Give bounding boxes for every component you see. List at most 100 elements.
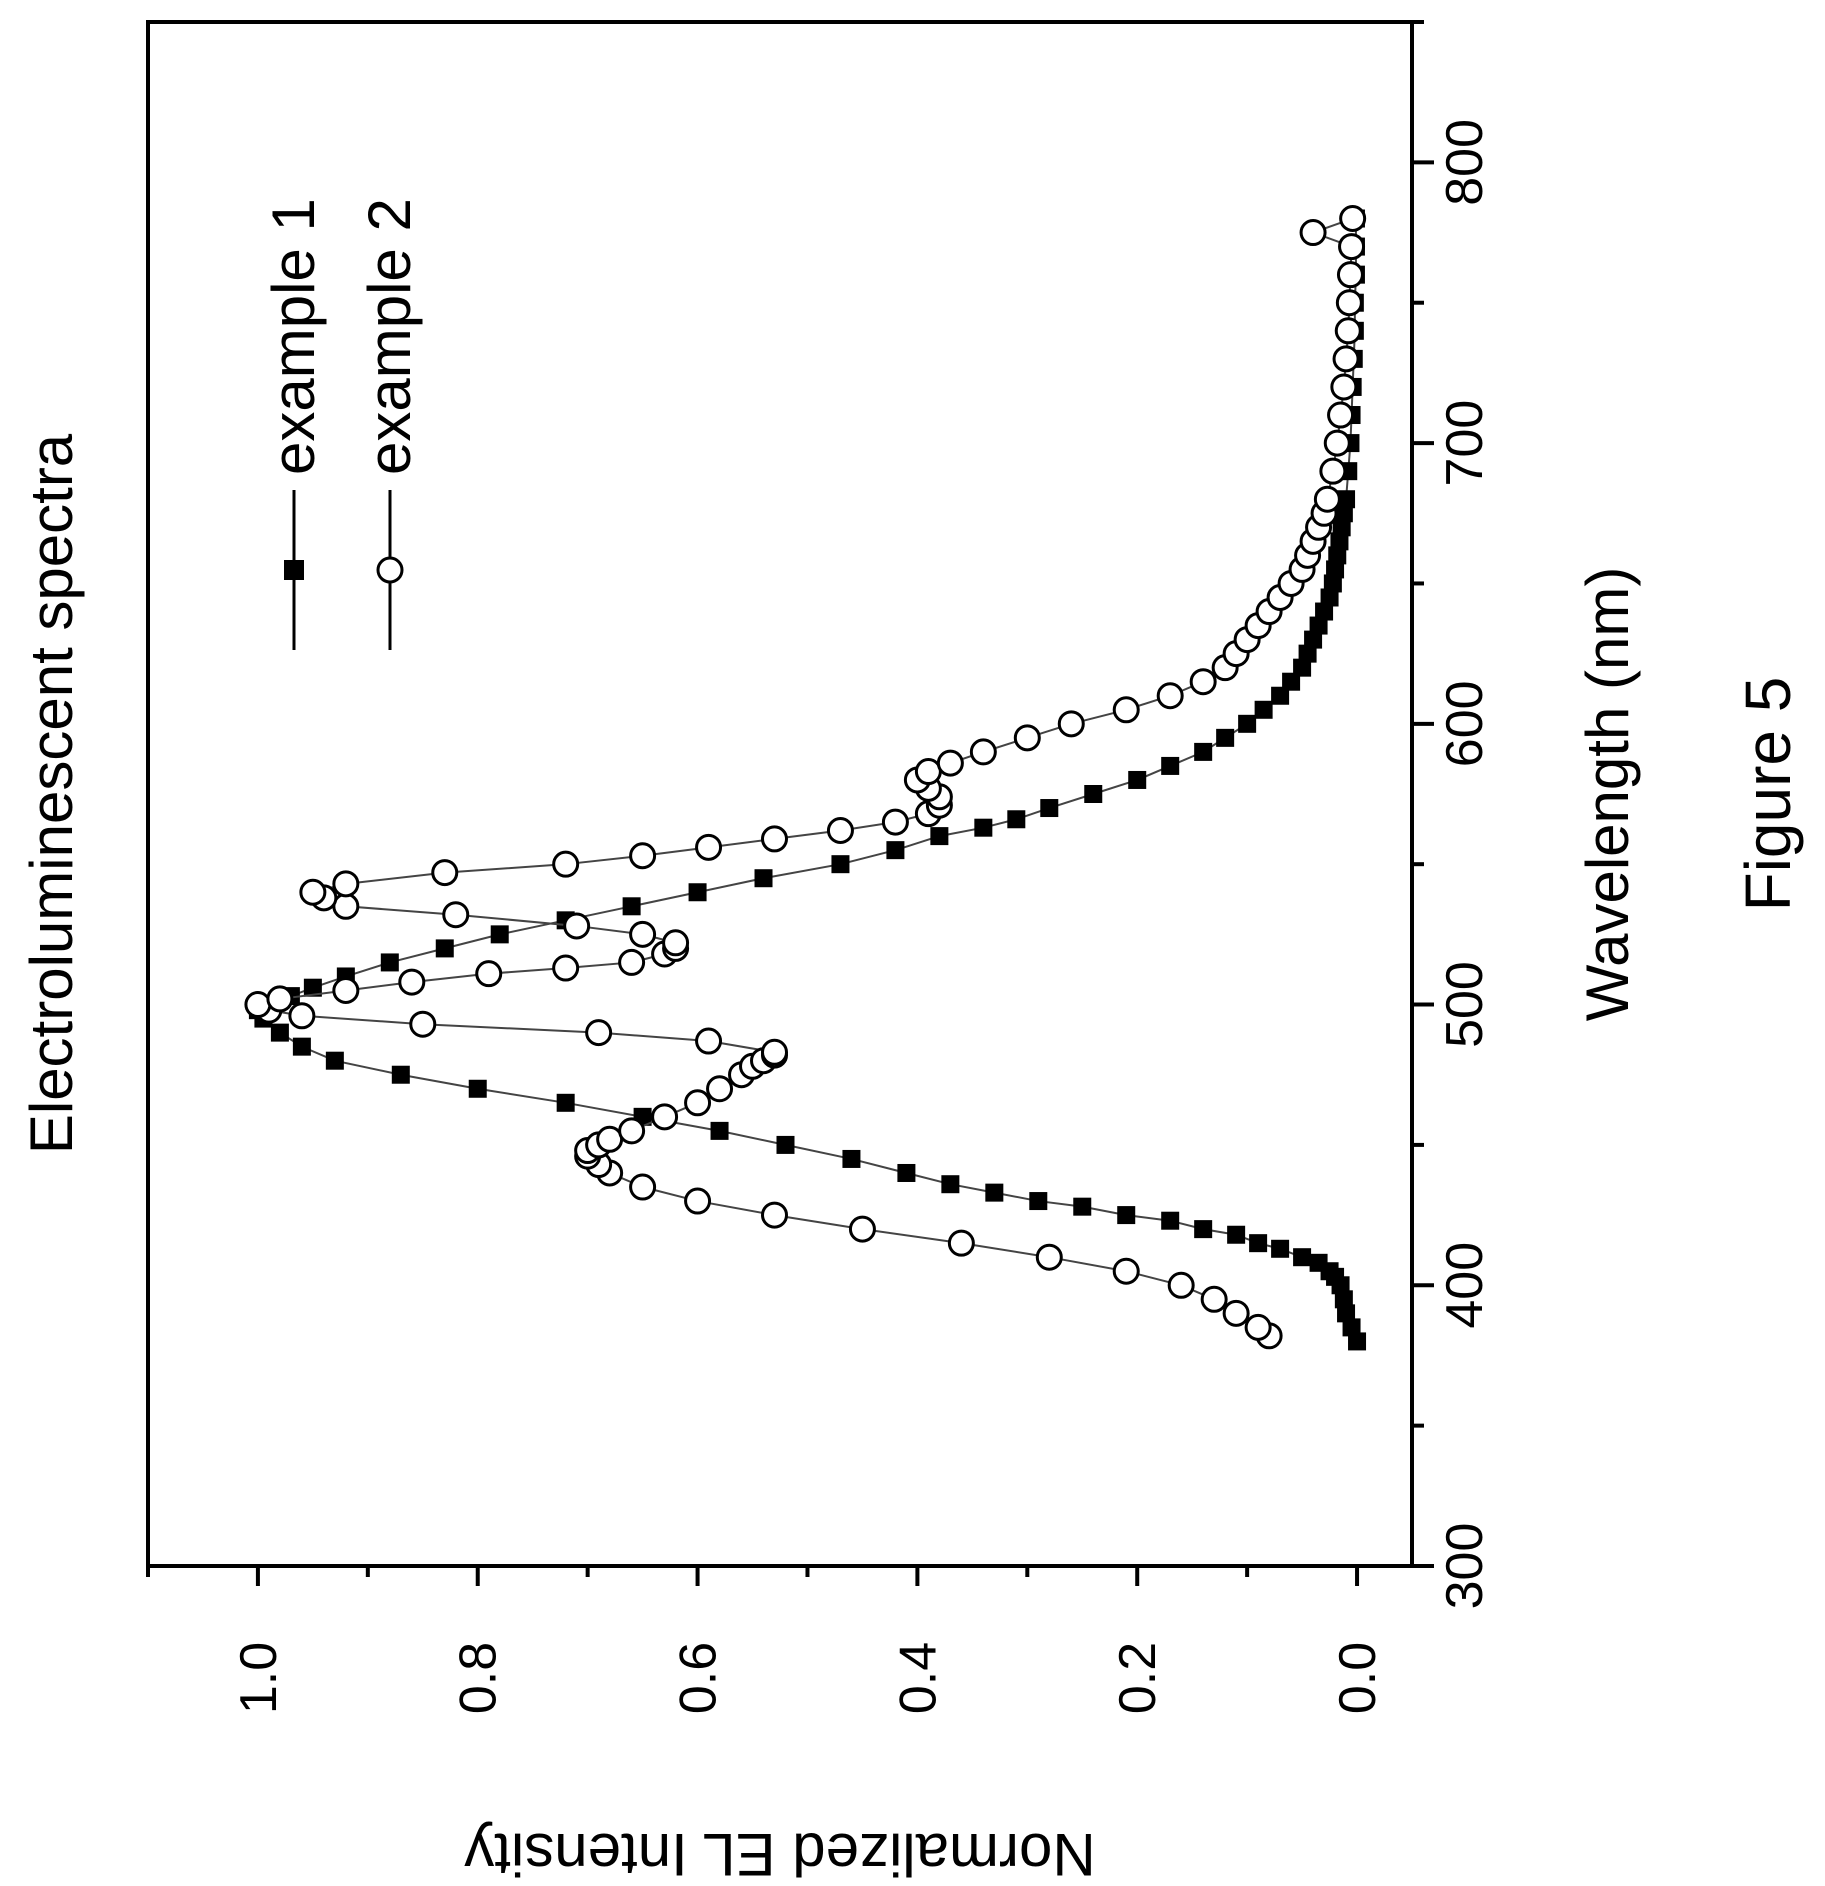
data-point-square bbox=[490, 925, 509, 944]
data-point-circle bbox=[332, 892, 360, 920]
data-point-square bbox=[1342, 1318, 1361, 1337]
data-point-circle bbox=[936, 749, 964, 777]
data-point-square bbox=[930, 827, 949, 846]
data-point-square bbox=[1337, 1304, 1356, 1323]
data-point-square bbox=[435, 939, 454, 958]
plot-frame bbox=[146, 20, 1414, 1568]
data-point-square bbox=[1320, 588, 1339, 607]
data-point-square bbox=[1194, 1220, 1213, 1239]
data-point-square bbox=[1328, 546, 1347, 565]
data-point-square bbox=[1282, 672, 1301, 691]
data-point-circle bbox=[947, 1229, 975, 1257]
y-axis-title: Normalized EL Intensity bbox=[464, 1821, 1095, 1886]
data-point-circle bbox=[1336, 261, 1364, 289]
data-point-circle bbox=[695, 833, 723, 861]
figure-caption: Figure 5 bbox=[1732, 677, 1804, 912]
data-point-square bbox=[1337, 490, 1356, 509]
data-point-square bbox=[1304, 630, 1323, 649]
data-point-square bbox=[1249, 1234, 1268, 1253]
data-point-circle bbox=[1244, 1313, 1272, 1341]
data-point-circle bbox=[332, 870, 360, 898]
data-point-square bbox=[974, 818, 993, 837]
chart-text: Wavelength (nm) Normalized EL Intensity El… bbox=[18, 433, 1804, 1886]
data-point-circle bbox=[761, 825, 789, 853]
data-point-circle bbox=[618, 948, 646, 976]
data-point-square bbox=[1161, 1211, 1180, 1230]
data-point-circle bbox=[1035, 1243, 1063, 1271]
data-point-circle bbox=[431, 859, 459, 887]
data-point-circle bbox=[662, 929, 690, 957]
data-point-circle bbox=[1330, 373, 1358, 401]
data-point-square bbox=[1029, 1192, 1048, 1211]
data-point-circle bbox=[1323, 429, 1351, 457]
data-point-square bbox=[1271, 1239, 1290, 1258]
data-point-square bbox=[1309, 616, 1328, 635]
data-point-square bbox=[325, 1051, 344, 1070]
data-point-circle bbox=[244, 991, 272, 1019]
data-point-circle bbox=[1335, 289, 1363, 317]
data-point-circle bbox=[266, 985, 294, 1013]
data-point-square bbox=[941, 1175, 960, 1194]
data-point-square bbox=[776, 1135, 795, 1154]
x-tick-label: 400 bbox=[1436, 1242, 1494, 1329]
data-point-square bbox=[303, 978, 322, 997]
data-point-circle bbox=[1200, 1285, 1228, 1313]
y-tick-label: 0.0 bbox=[1329, 1642, 1387, 1714]
data-point-circle bbox=[684, 1187, 712, 1215]
data-point-circle bbox=[299, 878, 327, 906]
data-point-circle bbox=[1112, 1257, 1140, 1285]
data-point-square bbox=[710, 1121, 729, 1140]
data-point-square bbox=[831, 855, 850, 874]
data-point-square bbox=[1330, 532, 1349, 551]
data-point-square bbox=[985, 1183, 1004, 1202]
data-point-square bbox=[1334, 504, 1353, 523]
data-point-circle bbox=[288, 1002, 316, 1030]
plot-area bbox=[146, 20, 1414, 1568]
data-point-square bbox=[1254, 700, 1273, 719]
chart-title: Electroluminescent spectra bbox=[18, 433, 85, 1154]
data-point-circle bbox=[629, 920, 657, 948]
data-point-circle bbox=[684, 1089, 712, 1117]
legend-item: example 1 bbox=[260, 198, 327, 650]
data-point-square bbox=[292, 1037, 311, 1056]
data-point-square bbox=[1084, 785, 1103, 803]
data-point-circle bbox=[1327, 401, 1355, 429]
data-point-square bbox=[1332, 518, 1351, 537]
data-point-circle bbox=[1332, 345, 1360, 373]
legend-label: example 1 bbox=[260, 198, 327, 475]
x-tick-label: 600 bbox=[1436, 680, 1494, 767]
data-point-circle bbox=[409, 1010, 437, 1038]
data-point-circle bbox=[1334, 317, 1362, 345]
data-point-circle bbox=[761, 1038, 789, 1066]
legend: example 1 example 2 bbox=[260, 198, 423, 650]
data-point-circle bbox=[442, 901, 470, 929]
data-point-circle bbox=[332, 977, 360, 1005]
data-point-circle bbox=[1319, 457, 1347, 485]
data-point-circle bbox=[1112, 696, 1140, 724]
data-point-square bbox=[1238, 714, 1257, 733]
data-point-square bbox=[1348, 1332, 1367, 1351]
data-point-square bbox=[842, 1149, 861, 1168]
data-point-square bbox=[1128, 770, 1147, 789]
data-point-circle bbox=[706, 1075, 734, 1103]
data-point-square bbox=[1117, 1206, 1136, 1225]
data-point-circle bbox=[1299, 219, 1327, 247]
data-point-square bbox=[1216, 728, 1235, 747]
legend-item: example 2 bbox=[356, 198, 423, 650]
data-point-square bbox=[556, 1093, 575, 1112]
x-tick-label: 300 bbox=[1436, 1523, 1494, 1610]
data-point-square bbox=[380, 953, 399, 972]
data-point-square bbox=[1227, 1225, 1246, 1244]
data-point-circle bbox=[826, 816, 854, 844]
data-point-square bbox=[1323, 574, 1342, 593]
data-point-circle bbox=[651, 1103, 679, 1131]
data-point-square bbox=[1298, 644, 1317, 663]
data-point-circle bbox=[629, 1173, 657, 1201]
data-point-square bbox=[1007, 810, 1026, 829]
y-tick-label: 1.0 bbox=[230, 1642, 288, 1714]
data-point-square bbox=[1326, 560, 1345, 579]
data-point-circle bbox=[881, 808, 909, 836]
data-point-square bbox=[1334, 1290, 1353, 1309]
data-point-circle bbox=[475, 960, 503, 988]
